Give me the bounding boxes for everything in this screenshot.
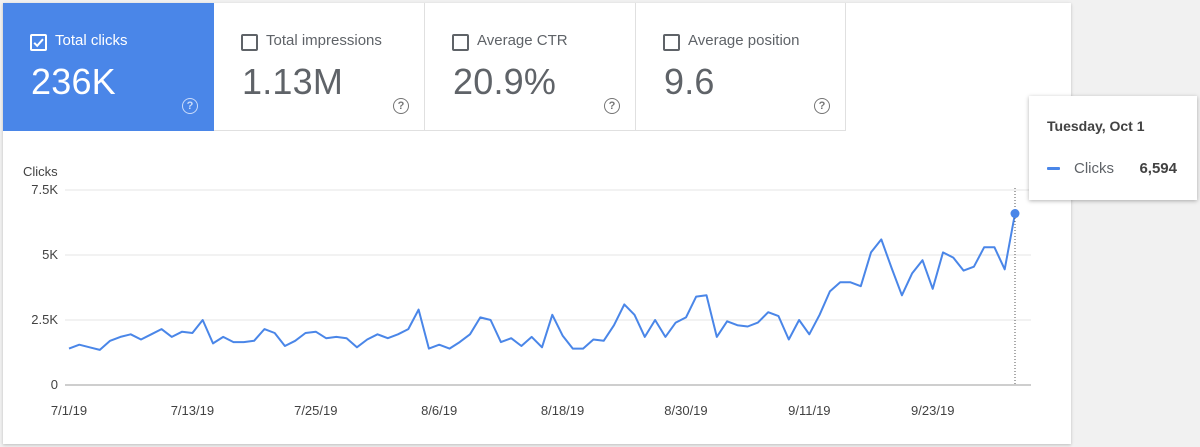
help-icon[interactable]: ? <box>182 98 198 114</box>
help-icon[interactable]: ? <box>604 98 620 114</box>
y-tick-label: 7.5K <box>31 182 58 197</box>
metric-value: 20.9% <box>453 61 557 102</box>
y-tick-label: 2.5K <box>31 312 58 327</box>
metric-value: 9.6 <box>664 61 715 102</box>
clicks-series-line <box>68 213 1016 351</box>
checkbox-unchecked-icon[interactable] <box>452 34 469 51</box>
metric-average-position[interactable]: Average position 9.6 ? <box>636 3 846 131</box>
performance-card: Total clicks 236K ? Total impressions 1.… <box>3 3 1071 444</box>
metric-total-clicks[interactable]: Total clicks 236K ? <box>3 3 214 131</box>
metric-label: Total impressions <box>266 32 382 49</box>
checkbox-unchecked-icon[interactable] <box>663 34 680 51</box>
tooltip-series-value: 6,594 <box>1139 160 1177 177</box>
y-tick-label: 5K <box>42 247 58 262</box>
y-axis-title: Clicks <box>23 164 58 179</box>
x-tick-label: 8/18/19 <box>541 403 584 418</box>
x-tick-label: 7/13/19 <box>171 403 214 418</box>
metric-label: Total clicks <box>55 32 128 49</box>
tooltip-series-name: Clicks <box>1074 160 1114 177</box>
clicks-line-chart[interactable]: Clicks 0 2.5K 5K 7.5K 7/1/19 7/13/19 7/25/19 8/… <box>3 153 1071 428</box>
x-tick-label: 9/23/19 <box>911 403 954 418</box>
y-tick-label: 0 <box>51 377 58 392</box>
help-icon[interactable]: ? <box>393 98 409 114</box>
tooltip-series-swatch <box>1047 167 1060 170</box>
help-icon[interactable]: ? <box>814 98 830 114</box>
chart-tooltip: Tuesday, Oct 1 Clicks 6,594 <box>1029 96 1197 200</box>
x-tick-label: 7/25/19 <box>294 403 337 418</box>
metric-label: Average position <box>688 32 800 49</box>
metric-value: 236K <box>31 61 116 102</box>
tooltip-date: Tuesday, Oct 1 <box>1047 118 1145 134</box>
metric-total-impressions[interactable]: Total impressions 1.13M ? <box>214 3 425 131</box>
metric-label: Average CTR <box>477 32 568 49</box>
metric-average-ctr[interactable]: Average CTR 20.9% ? <box>425 3 636 131</box>
x-tick-label: 9/11/19 <box>788 403 830 418</box>
x-tick-label: 7/1/19 <box>51 403 87 418</box>
x-tick-label: 8/30/19 <box>664 403 707 418</box>
checkbox-unchecked-icon[interactable] <box>241 34 258 51</box>
x-tick-label: 8/6/19 <box>421 403 457 418</box>
highlight-point <box>1010 209 1020 219</box>
metric-value: 1.13M <box>242 61 344 102</box>
checkbox-checked-icon[interactable] <box>30 34 47 51</box>
